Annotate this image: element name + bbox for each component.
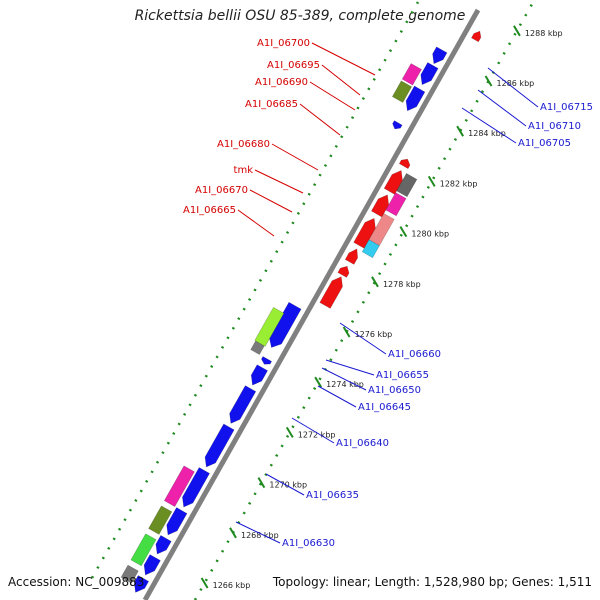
leader-plus-1 xyxy=(321,64,361,96)
leader-plus-0 xyxy=(311,42,376,76)
ruler-label-1270: 1270 kbp xyxy=(269,481,307,490)
gene-label-A1I_06640: A1I_06640 xyxy=(336,438,389,449)
gene-label-A1I_06665: A1I_06665 xyxy=(183,205,236,216)
gene-plus-3 xyxy=(344,248,358,265)
gene-label-tmk: tmk xyxy=(234,165,254,176)
gene-box-pink-1 xyxy=(163,465,195,507)
gene-box-grey-1 xyxy=(120,564,139,584)
gene-box-pink-3 xyxy=(385,192,407,217)
ruler-label-1276: 1276 kbp xyxy=(355,330,393,339)
leader-minus-2 xyxy=(461,107,517,144)
ruler-label-1282: 1282 kbp xyxy=(440,179,478,188)
gene-plus-6 xyxy=(383,170,403,195)
ruler-label-1268: 1268 kbp xyxy=(241,531,279,540)
genome-backbone xyxy=(142,8,481,600)
dotted-guide-left xyxy=(90,1,420,579)
ruler-tick-1266 xyxy=(200,577,209,589)
gene-plus-1 xyxy=(319,276,343,309)
ruler-tick-1286 xyxy=(484,75,493,87)
ruler-label-1266: 1266 kbp xyxy=(213,581,251,590)
leader-plus-7 xyxy=(237,209,275,237)
gene-plus-2 xyxy=(337,265,350,278)
ruler-tick-1282 xyxy=(427,175,436,187)
gene-plus-8 xyxy=(471,30,482,43)
gene-label-A1I_06705: A1I_06705 xyxy=(518,138,571,149)
gene-label-A1I_06650: A1I_06650 xyxy=(368,385,421,396)
accession-text: Accession: NC_009883 xyxy=(8,575,145,589)
map-title: Rickettsia bellii OSU 85-389, complete g… xyxy=(134,8,466,24)
ruler-tick-1288 xyxy=(513,25,521,37)
gene-label-A1I_06655: A1I_06655 xyxy=(376,370,429,381)
leader-minus-0 xyxy=(487,67,539,108)
ruler-tick-1284 xyxy=(456,125,464,137)
gene-minus-4 xyxy=(166,507,188,536)
gene-minus-3 xyxy=(155,535,172,555)
gene-minus-7 xyxy=(229,385,257,424)
gene-label-A1I_06635: A1I_06635 xyxy=(306,490,359,501)
ruler-label-1280: 1280 kbp xyxy=(411,230,449,239)
ruler-label-1288: 1288 kbp xyxy=(525,29,563,38)
leader-minus-6 xyxy=(317,385,357,408)
gene-minus-11 xyxy=(405,85,426,112)
gene-minus-2 xyxy=(143,554,161,576)
gene-box-olive-1 xyxy=(148,505,173,535)
gene-box-grey-3 xyxy=(396,173,418,198)
gene-box-salmon xyxy=(368,213,395,246)
leader-minus-4 xyxy=(325,359,375,376)
gene-plus-5 xyxy=(371,194,390,218)
gene-label-A1I_06630: A1I_06630 xyxy=(282,538,335,549)
gene-minus-10 xyxy=(268,301,302,348)
gene-box-olive-2 xyxy=(391,80,413,103)
leader-minus-8 xyxy=(265,473,305,496)
topology-text: Topology: linear; Length: 1,528,980 bp; … xyxy=(272,575,592,589)
gene-label-A1I_06685: A1I_06685 xyxy=(245,99,298,110)
leader-plus-6 xyxy=(249,189,293,213)
leader-plus-4 xyxy=(271,143,319,171)
dotted-guide-right xyxy=(193,0,536,600)
gene-box-lime-1 xyxy=(254,306,285,347)
gene-plus-7 xyxy=(398,158,411,169)
ruler-tick-1280 xyxy=(399,226,408,238)
leader-plus-5 xyxy=(254,169,304,194)
gene-minus-1 xyxy=(133,575,150,593)
leader-minus-7 xyxy=(291,417,335,444)
gene-label-A1I_06645: A1I_06645 xyxy=(358,402,411,413)
leader-plus-2 xyxy=(309,81,356,111)
gene-label-A1I_06715: A1I_06715 xyxy=(540,102,593,113)
ruler-tick-1276 xyxy=(342,326,351,338)
ruler-label-1278: 1278 kbp xyxy=(383,280,421,289)
leader-plus-3 xyxy=(299,103,341,136)
gene-label-A1I_06710: A1I_06710 xyxy=(528,121,581,132)
gene-minus-12 xyxy=(420,62,439,86)
gene-minus-13 xyxy=(432,46,448,65)
ruler-tick-1278 xyxy=(371,276,379,288)
ruler-label-1272: 1272 kbp xyxy=(298,430,336,439)
ruler-label-1284: 1284 kbp xyxy=(468,129,506,138)
gene-minus-5 xyxy=(182,467,210,508)
gene-label-A1I_06700: A1I_06700 xyxy=(257,38,310,49)
ruler-tick-1272 xyxy=(285,426,294,438)
gene-plus-4 xyxy=(353,217,376,249)
gene-label-A1I_06660: A1I_06660 xyxy=(388,349,441,360)
ruler-tick-1274 xyxy=(314,376,323,388)
leader-minus-1 xyxy=(477,89,527,127)
gene-minus-14 xyxy=(392,120,403,130)
ruler-tick-1270 xyxy=(257,477,266,489)
gene-minus-6 xyxy=(204,423,235,468)
gene-label-A1I_06690: A1I_06690 xyxy=(255,77,308,88)
ruler-label-1274: 1274 kbp xyxy=(326,380,364,389)
gene-label-A1I_06695: A1I_06695 xyxy=(267,60,320,71)
ruler-tick-1268 xyxy=(229,527,237,539)
gene-box-pink-2 xyxy=(401,63,422,86)
gene-minus-8 xyxy=(250,364,268,386)
ruler-label-1286: 1286 kbp xyxy=(497,79,535,88)
gene-box-green-1 xyxy=(130,533,157,567)
leader-minus-9 xyxy=(235,521,281,544)
gene-label-A1I_06670: A1I_06670 xyxy=(195,185,248,196)
gene-label-A1I_06680: A1I_06680 xyxy=(217,139,270,150)
leader-minus-3 xyxy=(339,322,387,355)
leader-minus-5 xyxy=(321,367,367,391)
gene-minus-9 xyxy=(261,356,273,365)
